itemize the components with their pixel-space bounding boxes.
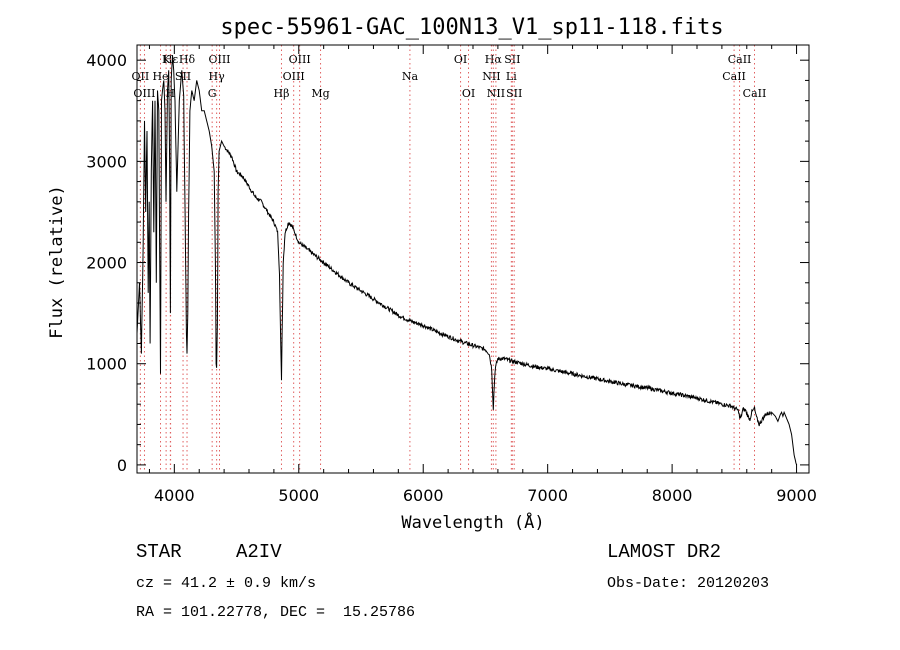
spectral-line-label-10: G xyxy=(208,87,217,100)
spectral-line-label-14: Mg xyxy=(311,87,329,100)
spectral-line-label-7: H xyxy=(166,87,176,100)
y-tick-label-4000: 4000 xyxy=(86,51,127,70)
spectral-line-label-24: CaII xyxy=(728,53,752,66)
x-axis-label: Wavelength (Å) xyxy=(401,511,544,533)
spectral-line-label-20: NII xyxy=(482,70,500,83)
y-tick-label-1000: 1000 xyxy=(86,355,127,374)
spectral-line-label-19: SII xyxy=(504,53,520,66)
y-axis-label: Flux (relative) xyxy=(47,185,67,339)
spectral-line-label-22: NII xyxy=(487,87,505,100)
x-tick-label-8000: 8000 xyxy=(652,486,693,505)
obs-date-label: Obs-Date: 20120203 xyxy=(607,575,770,592)
redshift-label: cz = 41.2 ± 0.9 km/s xyxy=(136,575,317,592)
spectral-line-label-4: He xyxy=(152,70,168,83)
chart-title: spec-55961-GAC_100N13_V1_sp11-118.fits xyxy=(220,15,723,40)
spectral-line-label-15: Na xyxy=(402,70,419,83)
spectral-line-label-9: Hγ xyxy=(209,70,226,83)
y-tick-label-0: 0 xyxy=(117,456,127,475)
x-tick-label-4000: 4000 xyxy=(154,486,195,505)
spectral-line-label-1: K xyxy=(162,53,171,66)
x-tick-label-5000: 5000 xyxy=(278,486,319,505)
x-tick-label-9000: 9000 xyxy=(776,486,817,505)
spectral-line-label-8: OIII xyxy=(208,53,230,66)
spectral-line-label-18: Hα xyxy=(485,53,503,66)
axes-layer: 4000 5000 6000 7000 8000 9000 0 1000 2000 3000 400… xyxy=(86,45,817,505)
x-tick-label-6000: 6000 xyxy=(403,486,444,505)
spectral-line-label-13: Hβ xyxy=(274,87,290,100)
subclass-label: A2IV xyxy=(236,541,282,563)
spectral-line-label-11: OIII xyxy=(289,53,311,66)
x-tick-label-7000: 7000 xyxy=(527,486,568,505)
spectral-line-label-26: CaII xyxy=(743,87,767,100)
spectral-line-label-6: OIII xyxy=(133,87,155,100)
spectral-line-label-12: OIII xyxy=(283,70,305,83)
spectral-line-label-23: SII xyxy=(506,87,522,100)
plot-frame xyxy=(136,44,810,474)
spectral-line-label-25: CaII xyxy=(722,70,746,83)
spectral-line-label-21: Li xyxy=(506,70,517,83)
coordinates-label: RA = 101.22778, DEC = 15.25786 xyxy=(136,604,416,621)
spectral-line-label-3: OII xyxy=(132,70,150,83)
class-label: STAR xyxy=(136,541,182,563)
series-layer xyxy=(136,55,798,466)
spectral-line-label-2: Hδ xyxy=(179,53,196,66)
survey-label: LAMOST DR2 xyxy=(607,541,722,563)
spectral-line-label-16: OI xyxy=(454,53,467,66)
y-tick-label-3000: 3000 xyxy=(86,152,127,171)
y-tick-label-2000: 2000 xyxy=(86,254,127,273)
spectral-line-label-17: OI xyxy=(462,87,475,100)
series-flux-line xyxy=(136,55,798,466)
spectral-line-label-5: SII xyxy=(175,70,191,83)
